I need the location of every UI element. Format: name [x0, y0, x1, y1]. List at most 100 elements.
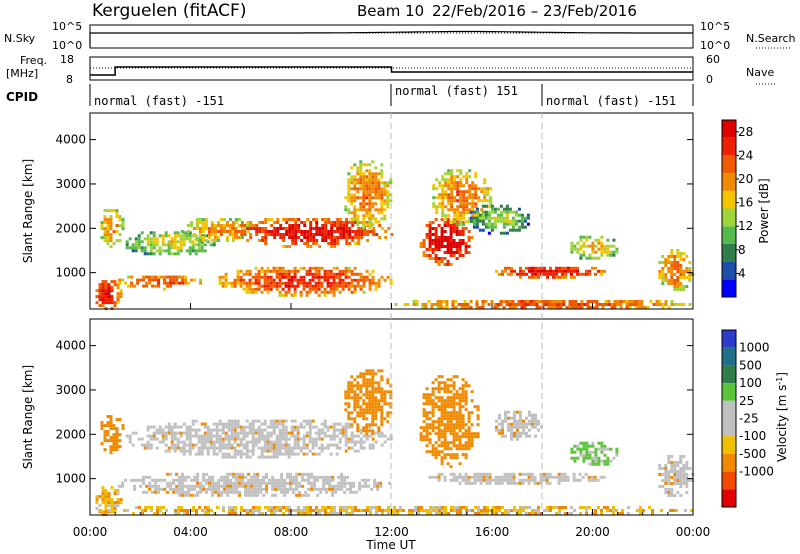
echo-cell [121, 221, 125, 225]
echo-cell [462, 199, 466, 203]
echo-cell [519, 413, 522, 417]
echo-cell [225, 230, 229, 233]
echo-cell [340, 472, 344, 476]
echo-cell [446, 462, 450, 466]
echo-cell [469, 210, 473, 214]
echo-cell [295, 472, 299, 476]
echo-cell [196, 472, 200, 476]
echo-cell [481, 213, 485, 217]
echo-cell [522, 425, 525, 429]
echo-cell [496, 303, 500, 306]
echo-cell [527, 475, 531, 479]
echo-cell [286, 472, 290, 476]
echo-cell [315, 221, 319, 224]
echo-cell [371, 420, 375, 424]
echo-cell [444, 214, 448, 218]
echo-cell [107, 501, 111, 505]
echo-cell [518, 472, 522, 476]
echo-cell [244, 484, 248, 488]
echo-cell [434, 239, 438, 242]
echo-cell [510, 425, 513, 429]
echo-cell [173, 243, 177, 247]
echo-cell [676, 279, 680, 282]
echo-cell [582, 441, 586, 445]
echo-cell [339, 221, 343, 224]
echo-cell [443, 239, 447, 242]
echo-cell [211, 490, 215, 494]
echo-cell [453, 506, 456, 509]
echo-cell [600, 444, 604, 448]
echo-cell [286, 481, 290, 485]
echo-cell [290, 293, 294, 297]
echo-cell [494, 478, 498, 482]
echo-cell [368, 190, 372, 194]
echo-cell [236, 431, 240, 435]
echo-cell [309, 509, 312, 512]
echo-cell [357, 242, 361, 245]
echo-cell [452, 438, 456, 442]
echo-cell [176, 234, 180, 238]
echo-cell [152, 431, 156, 435]
echo-cell [344, 275, 348, 279]
echo-cell [217, 481, 221, 485]
echo-cell [362, 378, 366, 382]
echo-cell [256, 487, 260, 491]
echo-cell [520, 222, 524, 226]
echo-cell [368, 399, 372, 403]
echo-cell [146, 446, 150, 450]
echo-cell [107, 492, 111, 496]
echo-cell [359, 196, 363, 200]
echo-cell [109, 448, 113, 452]
echo-cell [627, 506, 630, 509]
echo-cell [289, 484, 293, 488]
echo-cell [353, 193, 357, 197]
echo-cell [220, 475, 224, 479]
freq-tick-bottom: 8 [66, 73, 73, 86]
echo-cell [374, 405, 378, 409]
echo-cell [522, 422, 525, 426]
echo-cell [464, 472, 468, 476]
echo-cell [275, 272, 279, 276]
echo-cell [425, 444, 429, 448]
echo-cell [658, 261, 662, 264]
echo-cell [353, 208, 357, 212]
echo-cell [520, 303, 524, 306]
echo-cell [547, 303, 551, 306]
echo-cell [327, 512, 330, 515]
echo-cell [284, 269, 288, 273]
echo-cell [452, 441, 456, 445]
echo-cell [356, 449, 360, 453]
echo-cell [166, 284, 170, 288]
echo-cell [422, 408, 426, 412]
echo-cell [504, 269, 507, 273]
echo-cell [238, 490, 242, 494]
echo-cell [601, 303, 605, 306]
echo-cell [517, 213, 521, 217]
echo-cell [254, 266, 258, 270]
echo-cell [249, 221, 253, 224]
echo-cell [130, 478, 134, 482]
echo-cell [275, 269, 279, 273]
echo-cell [227, 440, 231, 444]
echo-cell [235, 472, 239, 476]
echo-cell [106, 236, 110, 240]
echo-cell [365, 178, 369, 182]
echo-cell [231, 509, 234, 512]
echo-cell [440, 218, 444, 221]
power-colorbar-tick-label: 24 [738, 148, 753, 162]
echo-cell [247, 472, 251, 476]
echo-cell [365, 163, 369, 167]
echo-cell [339, 230, 343, 233]
echo-cell [422, 242, 426, 245]
echo-cell [264, 227, 268, 230]
echo-cell [344, 396, 348, 400]
echo-cell [446, 242, 450, 245]
echo-cell [505, 222, 509, 226]
echo-cell [422, 245, 426, 248]
echo-cell [337, 487, 341, 491]
echo-cell [381, 512, 384, 515]
echo-cell [682, 270, 686, 273]
echo-cell [489, 196, 493, 200]
echo-cell [282, 218, 286, 221]
echo-cell [446, 447, 450, 451]
